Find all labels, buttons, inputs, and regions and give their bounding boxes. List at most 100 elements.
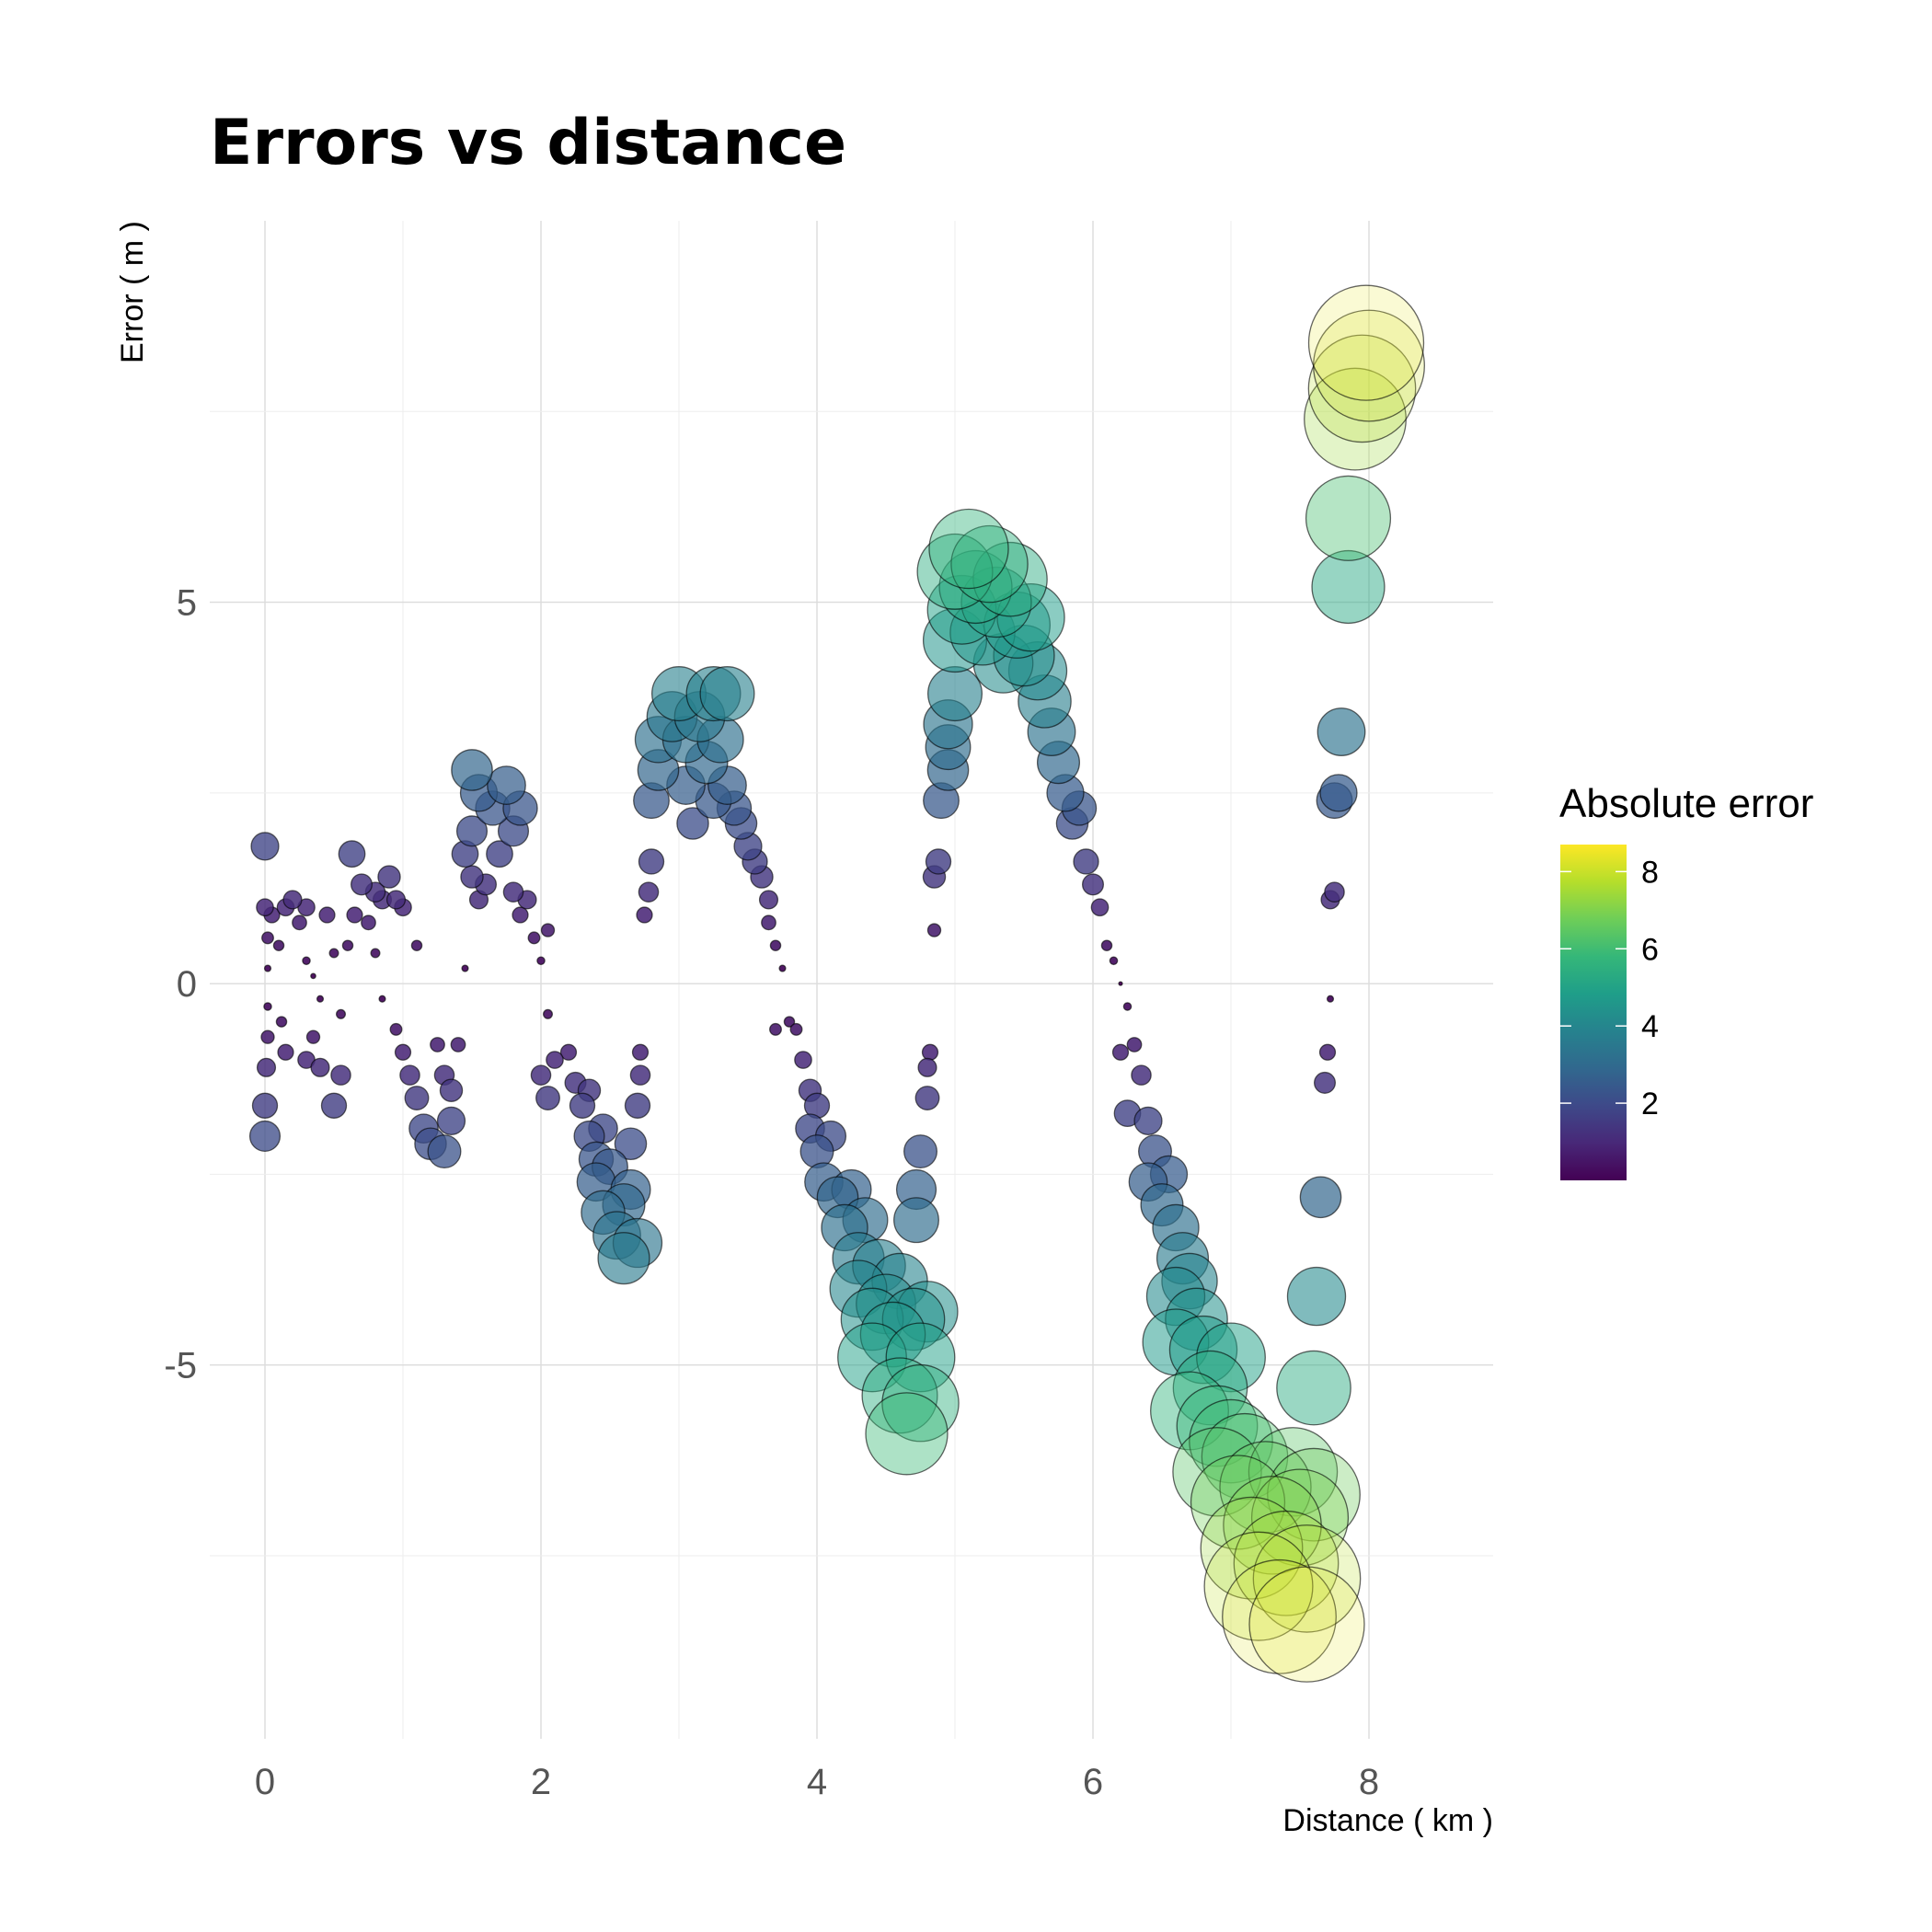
data-point [769, 939, 782, 951]
data-point [938, 549, 1013, 625]
data-point [1131, 1064, 1152, 1086]
data-point [302, 956, 311, 966]
data-point [410, 939, 423, 951]
data-point [1126, 1037, 1143, 1052]
data-point [1109, 956, 1119, 966]
data-point [1317, 707, 1366, 756]
tick-labels: 0 2 4 6 8 -5 0 5 [164, 583, 1379, 1802]
data-point [1286, 1266, 1347, 1327]
data-point [546, 1051, 564, 1069]
data-point [629, 1064, 651, 1086]
x-tick-label: 4 [807, 1762, 827, 1802]
data-point [540, 923, 556, 937]
data-point [1311, 549, 1386, 625]
data-point [394, 1043, 412, 1061]
data-point [1307, 284, 1425, 401]
data-point [1090, 898, 1110, 917]
data-point [439, 1078, 464, 1102]
data-point [260, 1029, 275, 1044]
data-point [928, 508, 1009, 590]
data-point [292, 914, 307, 931]
data-point [328, 948, 339, 959]
data-point [624, 1092, 651, 1119]
data-point [399, 1064, 420, 1086]
data-point [341, 939, 354, 951]
data-point [794, 1051, 812, 1069]
data-point [926, 666, 983, 722]
data-point [430, 1037, 445, 1052]
data-point [318, 906, 336, 924]
y-tick-label: 5 [177, 583, 197, 624]
data-point [1318, 1043, 1337, 1061]
data-point [597, 1232, 650, 1285]
data-point [1319, 774, 1358, 812]
data-point [346, 906, 363, 924]
data-point [377, 865, 401, 889]
data-point [614, 1127, 648, 1161]
data-point [972, 541, 1048, 617]
data-point [1222, 1558, 1337, 1674]
data-point [1248, 1566, 1365, 1683]
data-point [1073, 848, 1099, 875]
data-point [783, 1016, 796, 1028]
data-point [250, 832, 280, 861]
data-point [1307, 334, 1417, 443]
data-point [305, 1029, 321, 1044]
legend-tick-label: 8 [1641, 855, 1659, 890]
data-point [455, 815, 489, 847]
data-point [1299, 1176, 1342, 1219]
data-point [330, 1064, 351, 1086]
data-point [502, 881, 524, 903]
data-point [1252, 1524, 1362, 1633]
y-axis-label: Error ( m ) [115, 221, 150, 363]
data-point [769, 1022, 782, 1036]
data-point [450, 1037, 466, 1052]
data-point [925, 848, 952, 875]
data-point [251, 1092, 279, 1119]
data-point [1111, 1043, 1130, 1061]
x-axis-label: Distance ( km ) [1282, 1803, 1493, 1838]
data-point [861, 1357, 938, 1434]
data-point [256, 1057, 277, 1077]
data-point [1176, 1385, 1259, 1467]
data-point [282, 890, 303, 910]
x-tick-label: 2 [531, 1762, 551, 1802]
data-point [370, 948, 381, 959]
data-point [761, 914, 776, 931]
data-point [487, 765, 526, 805]
legend-tick-label: 2 [1641, 1087, 1659, 1121]
chart-title: Errors vs distance [210, 107, 846, 179]
data-point [530, 1064, 552, 1086]
data-point [460, 865, 484, 889]
data-point [921, 1043, 939, 1061]
x-tick-label: 0 [255, 1762, 275, 1802]
data-point [1133, 1106, 1163, 1136]
data-point [926, 923, 942, 937]
data-point [1189, 1398, 1273, 1484]
data-point [893, 1197, 939, 1244]
data-point [310, 972, 316, 980]
data-point [903, 1134, 937, 1169]
data-point [1200, 1496, 1304, 1600]
data-point [1190, 1455, 1286, 1550]
data-point [338, 840, 366, 868]
data-point [275, 1016, 288, 1028]
data-point [451, 749, 493, 791]
data-point [699, 666, 755, 722]
data-point [916, 533, 994, 610]
data-point [486, 840, 513, 868]
data-point [536, 956, 546, 966]
data-point [758, 890, 779, 910]
data-point [559, 1043, 578, 1061]
data-point [277, 1043, 294, 1061]
data-point [1324, 881, 1345, 903]
data-point [461, 964, 469, 972]
data-point [881, 1363, 960, 1443]
grid [210, 221, 1493, 1739]
data-point [427, 1134, 462, 1169]
data-point [320, 1092, 348, 1119]
data-point [436, 1106, 466, 1136]
data-point [638, 848, 665, 875]
